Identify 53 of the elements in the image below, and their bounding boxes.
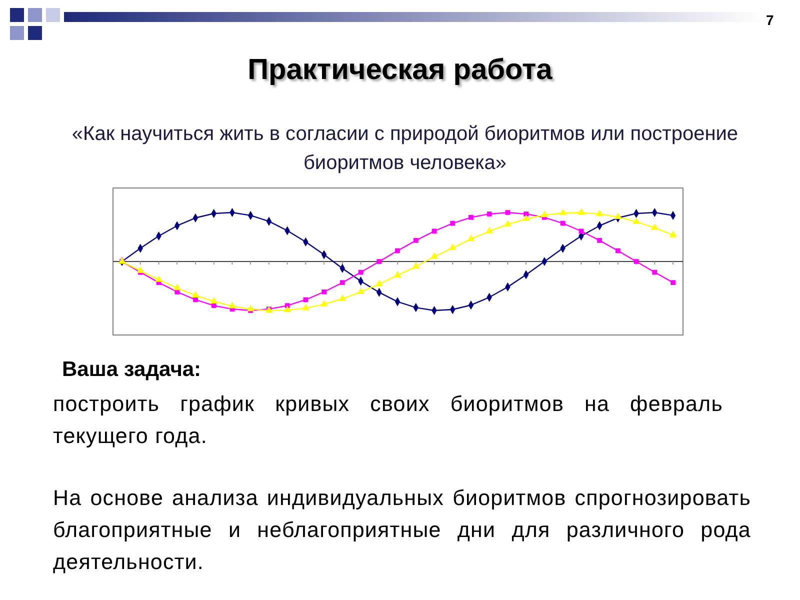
point: [615, 248, 620, 254]
point: [632, 218, 640, 224]
point: [540, 210, 548, 218]
point: [173, 284, 181, 290]
point: [303, 297, 308, 302]
text: Ваша задача:: [62, 358, 202, 382]
point: [505, 210, 510, 215]
point: [578, 228, 584, 234]
point: [357, 288, 364, 294]
point: [522, 214, 530, 222]
point: [652, 270, 658, 275]
point: [596, 210, 604, 216]
point: [670, 280, 676, 286]
chart-subtitle: «Как научиться жить в согласии с природой биоритмов или построение биоритмов человека»: [70, 122, 740, 176]
point: [375, 280, 383, 286]
point: [504, 220, 512, 226]
point: [597, 238, 602, 243]
point: [650, 223, 658, 230]
point: [228, 302, 236, 308]
point: [320, 300, 328, 306]
point: [246, 304, 254, 312]
text: 7: [766, 12, 774, 28]
point: [412, 262, 420, 269]
point: [395, 248, 400, 254]
point: [302, 304, 310, 310]
point: [486, 212, 492, 216]
text: На основе анализа индивидуальных биоритмов спрогнозировать благоприятные и неблагоприятные дни для различного рода деятельности.: [53, 485, 751, 576]
point: [413, 238, 418, 243]
point: [193, 297, 198, 302]
point: [614, 212, 622, 220]
point: [322, 289, 326, 294]
point: [340, 280, 345, 286]
chart-title: Практическая работа: [246, 54, 554, 87]
text: построить график кривых своих биоритмов на февраль текущего года.: [53, 391, 723, 450]
point: [338, 294, 346, 301]
point: [284, 306, 292, 312]
point: [155, 275, 162, 282]
point: [524, 212, 529, 216]
point: [577, 208, 585, 215]
point: [136, 266, 144, 273]
point: [559, 208, 567, 216]
point: [467, 234, 475, 242]
point: [211, 303, 216, 308]
point: [669, 230, 677, 238]
point: [486, 226, 494, 234]
point: [448, 243, 456, 250]
point: [394, 270, 402, 278]
point: [450, 220, 456, 226]
point: [192, 291, 200, 298]
point: [430, 252, 438, 259]
point: [210, 296, 218, 304]
point: [468, 214, 474, 220]
point: [432, 228, 437, 234]
